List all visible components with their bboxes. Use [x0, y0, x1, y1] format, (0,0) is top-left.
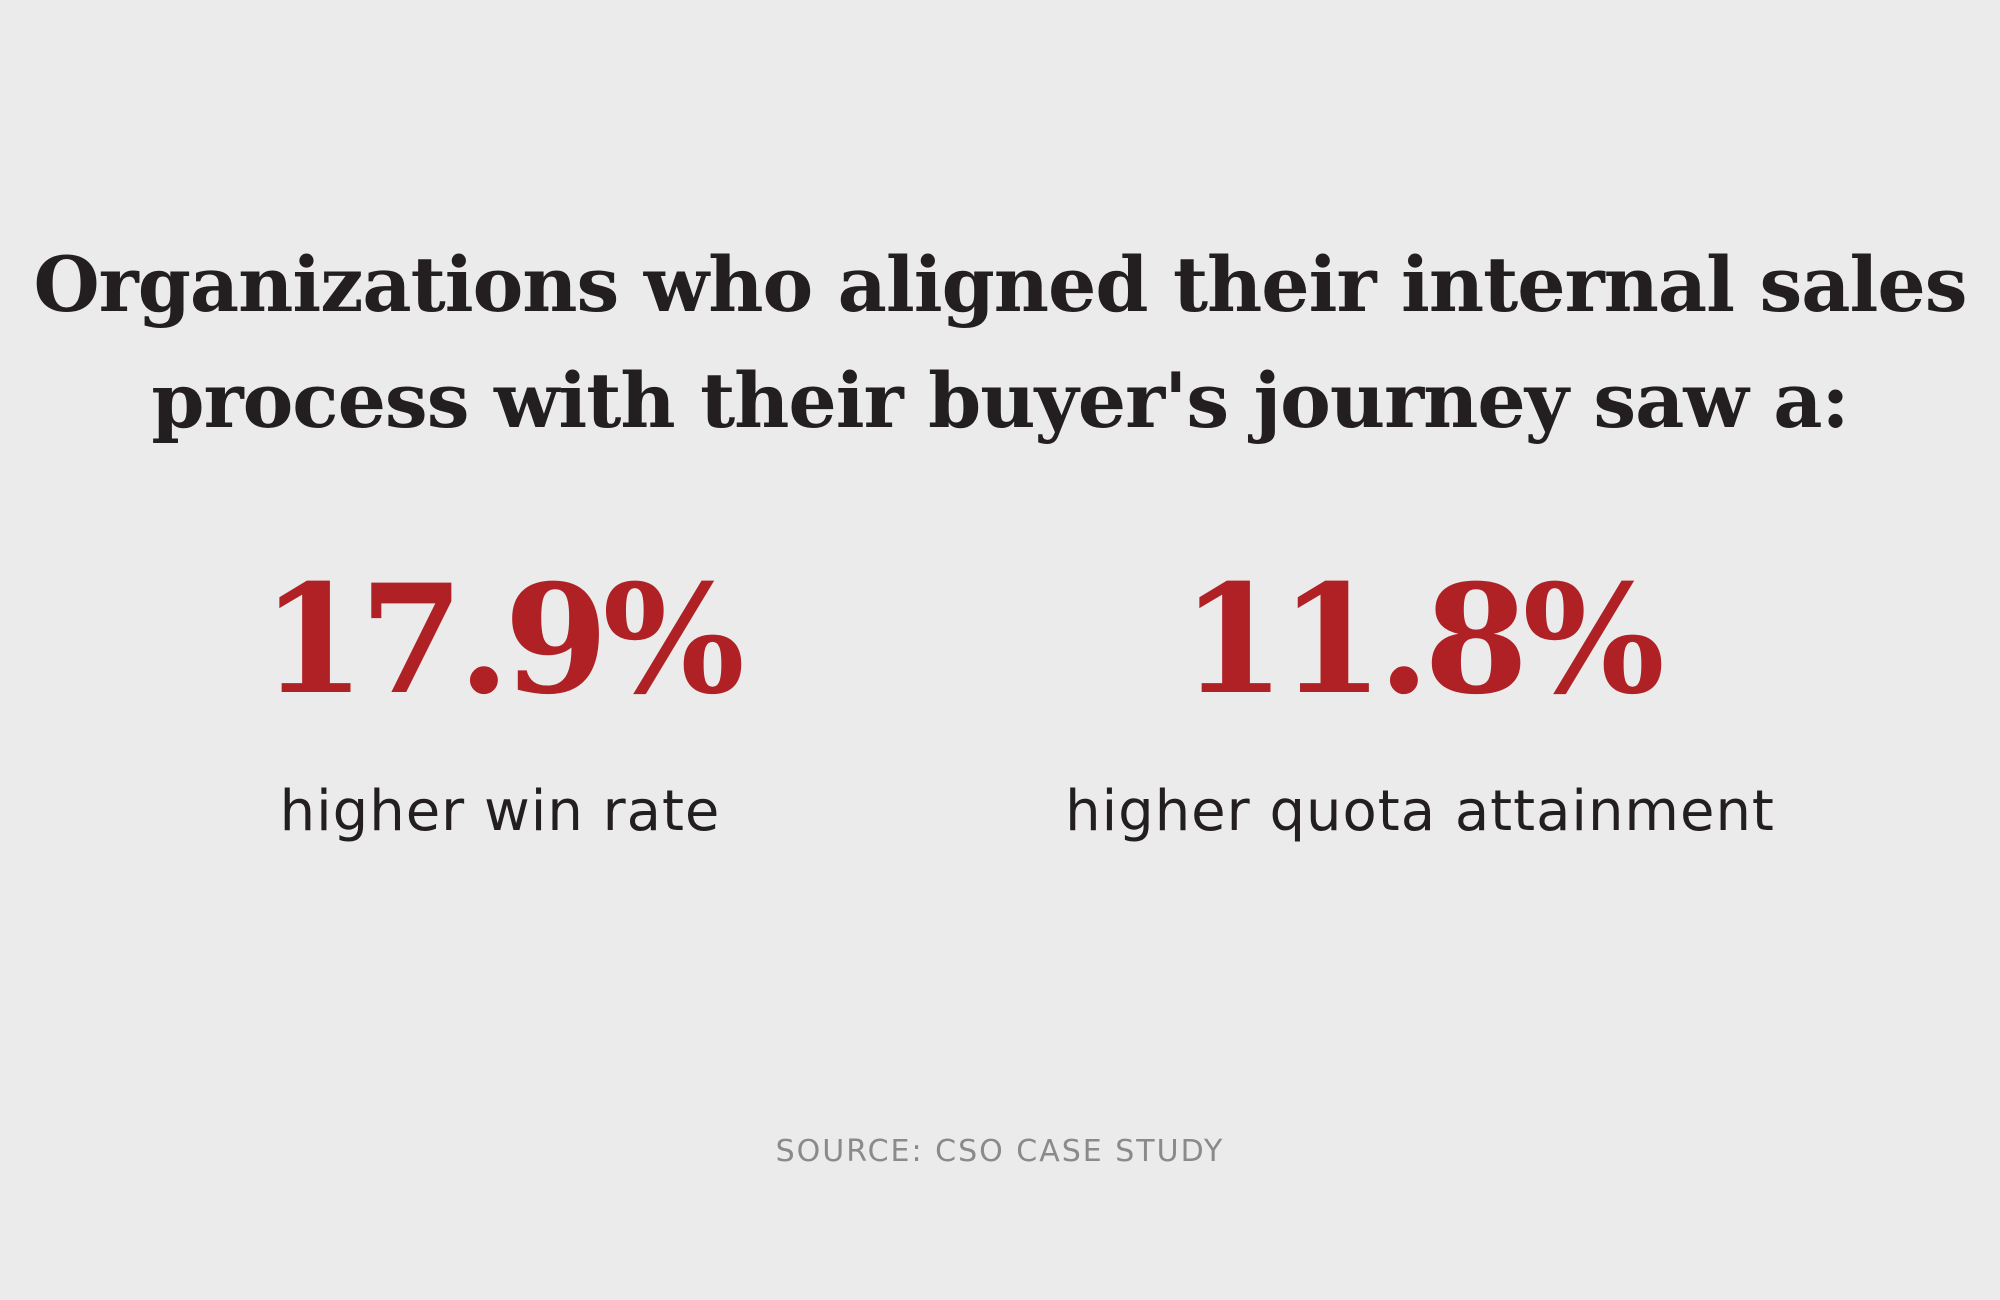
headline: Organizations who aligned their internal…: [0, 227, 2000, 459]
stat-quota-attainment: 11.8% higher quota attainment: [1020, 555, 1820, 847]
stat-win-rate: 17.9% higher win rate: [190, 555, 810, 847]
stat-quota-attainment-label: higher quota attainment: [1065, 779, 1775, 844]
source-note: SOURCE: CSO CASE STUDY: [775, 1134, 1225, 1169]
stat-quota-attainment-value: 11.8%: [1181, 552, 1665, 728]
headline-line-2: process with their buyer's journey saw a…: [151, 355, 1849, 445]
headline-line-1: Organizations who aligned their internal…: [33, 239, 1967, 329]
stat-win-rate-label: higher win rate: [279, 779, 721, 844]
stat-win-rate-value: 17.9%: [261, 552, 745, 728]
